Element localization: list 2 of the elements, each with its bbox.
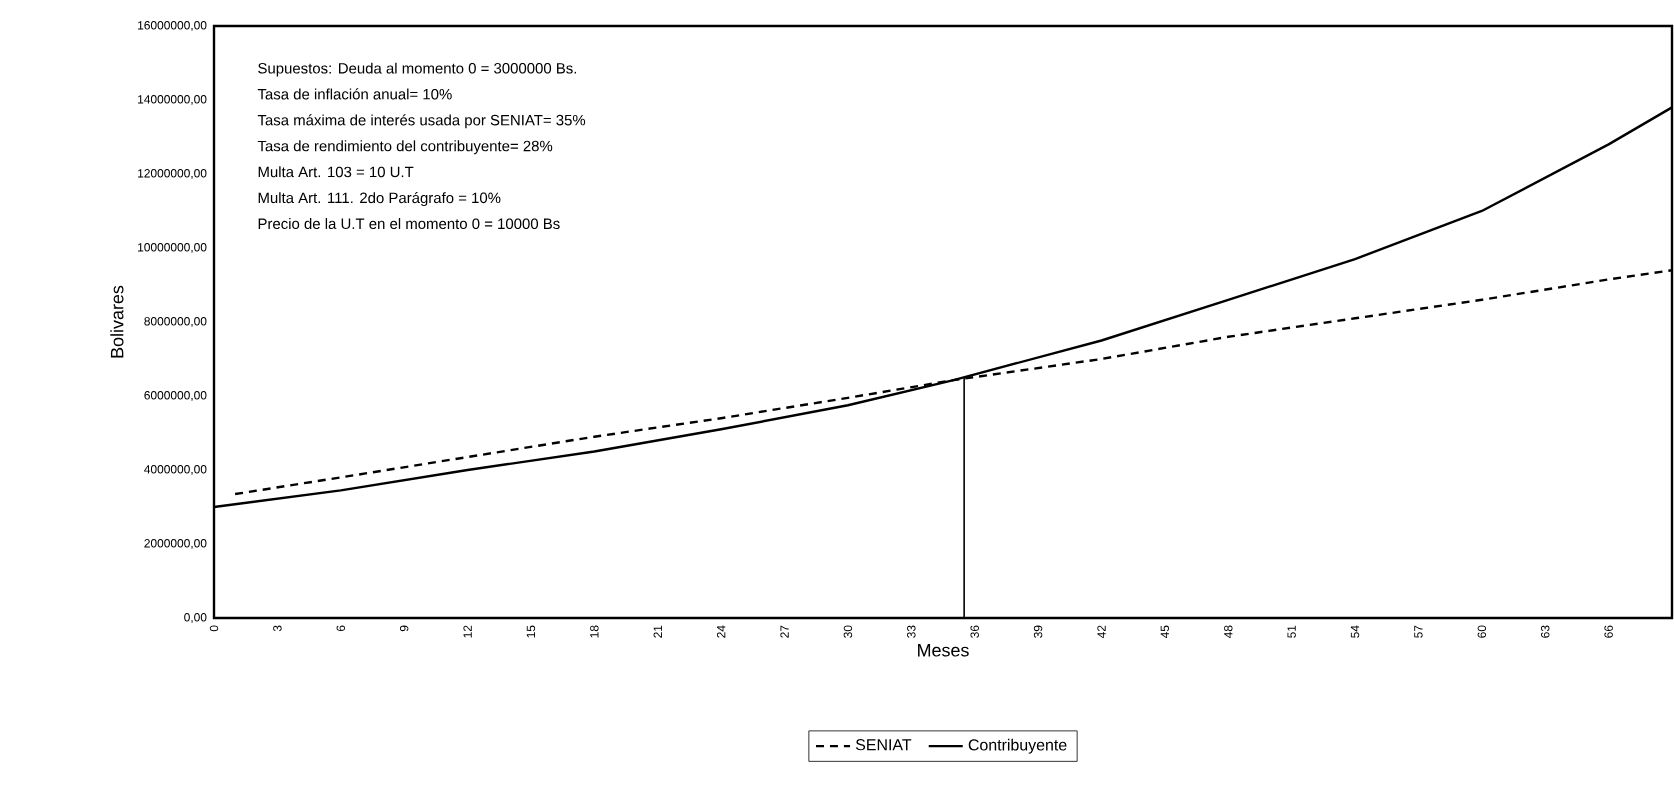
x-axis-title: Meses	[918, 644, 969, 657]
y-axis-title: Bolivares	[110, 285, 124, 358]
